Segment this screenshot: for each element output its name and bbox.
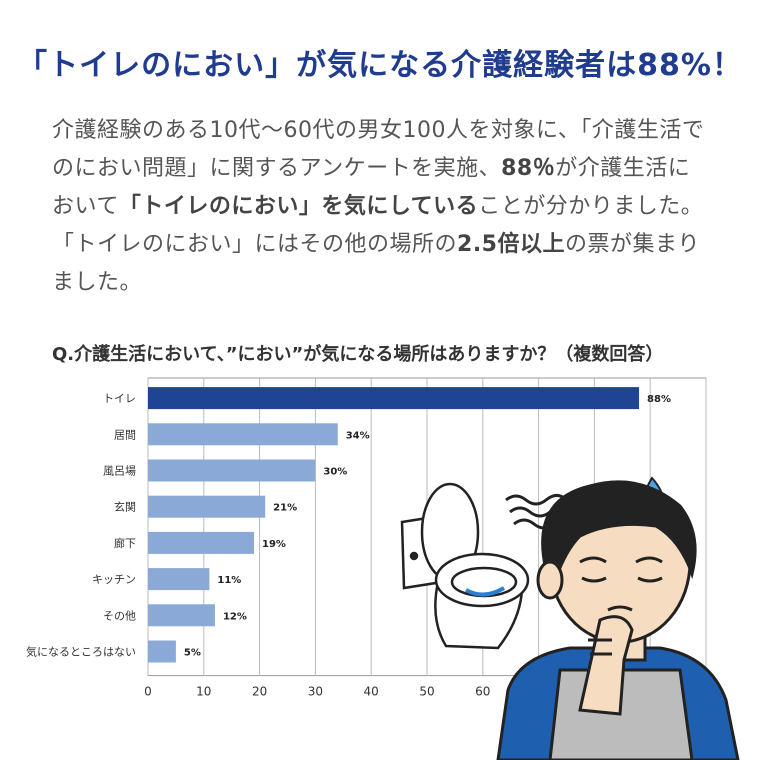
chart-bars: [148, 387, 640, 663]
category-label: 気になるところはない: [26, 645, 136, 659]
bar: [148, 568, 210, 591]
value-label: 30%: [323, 467, 347, 478]
bar: [148, 640, 176, 663]
lead-paragraph: 介護経験のある10代～60代の男女100人を対象に、「介護生活でのにおい問題」に…: [52, 112, 712, 302]
lead-text: が介護生活において: [52, 156, 691, 219]
lead-emphasis-ratio: 2.5倍以上: [457, 232, 565, 257]
value-label: 21%: [273, 503, 297, 514]
question-title: Q.介護生活において、”におい”が気になる場所はありますか？（複数回答）: [52, 344, 664, 365]
bar: [148, 387, 640, 410]
bar: [148, 531, 255, 554]
x-tick-label: 20: [252, 685, 267, 699]
value-label: 11%: [217, 575, 241, 586]
person-toilet-illustration: [400, 476, 740, 760]
value-label: 12%: [223, 611, 247, 622]
lead-text: の票が集まりました。: [52, 232, 701, 295]
lead-text: ことが分かりました。「トイレのにおい」にはその他の場所の: [52, 194, 704, 257]
bar: [148, 604, 215, 627]
bar: [148, 495, 266, 518]
x-tick-label: 10: [196, 685, 211, 699]
bar: [148, 459, 316, 482]
category-label: 廊下: [114, 536, 136, 550]
bar: [148, 423, 338, 446]
x-tick-label: 50: [419, 685, 434, 699]
bar-chart: 0102030405060708090100トイレ88%居間34%風呂場30%玄…: [26, 377, 717, 699]
lead-text: 介護経験のある10代～60代の男女100人を対象に、「介護生活でのにおい問題」に…: [52, 118, 705, 181]
value-label: 19%: [262, 539, 286, 550]
headline: 「トイレのにおい」が気になる介護経験者は88%！: [17, 48, 743, 83]
x-tick-label: 40: [364, 685, 379, 699]
x-tick-label: 30: [308, 685, 323, 699]
lead-emphasis-toilet: 「トイレのにおい」を気にしている: [118, 194, 479, 219]
x-tick-label: 0: [144, 685, 152, 699]
worried-man-icon: [496, 480, 740, 760]
lead-emphasis-percent: 88％: [501, 156, 556, 181]
category-label: キッチン: [92, 573, 136, 586]
x-tick-label: 60: [475, 685, 490, 699]
value-label: 34%: [346, 430, 370, 441]
category-label: その他: [103, 609, 136, 622]
category-label: 居間: [114, 428, 136, 441]
category-label: 玄関: [114, 500, 136, 514]
category-label: 風呂場: [103, 465, 136, 478]
value-label: 5%: [184, 648, 201, 659]
toilet-icon: [400, 482, 530, 650]
category-label: トイレ: [103, 392, 136, 405]
value-label: 88%: [647, 394, 671, 405]
